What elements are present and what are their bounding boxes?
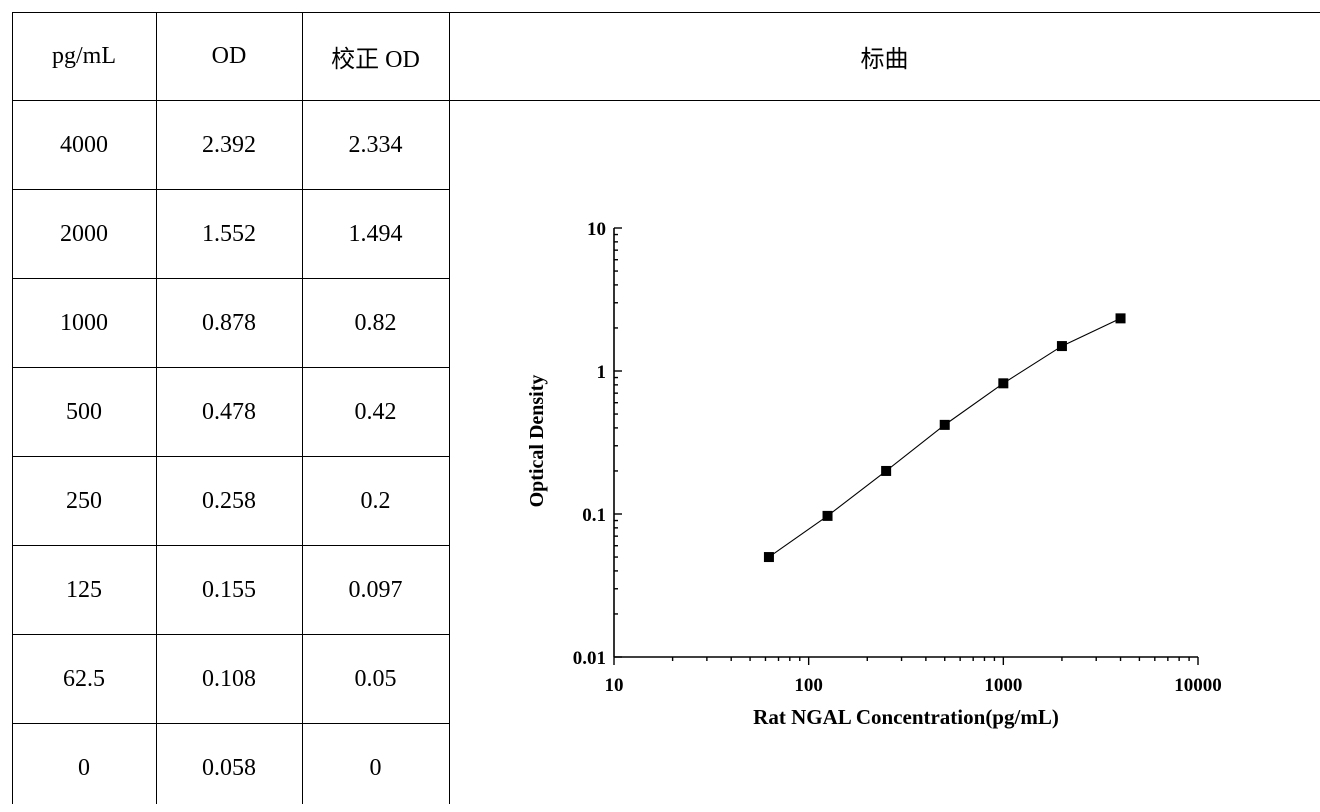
y-tick-label: 0.01 bbox=[573, 648, 606, 669]
data-point bbox=[881, 465, 892, 476]
table-left-border bbox=[12, 12, 13, 804]
data-point bbox=[822, 510, 833, 521]
od-cell: 2.392 bbox=[202, 131, 256, 158]
concentration-cell: 2000 bbox=[60, 220, 108, 247]
row-divider bbox=[12, 367, 449, 368]
column-divider bbox=[302, 12, 303, 804]
y-tick-label: 1 bbox=[597, 362, 607, 383]
data-point bbox=[1056, 341, 1067, 352]
corrected-od-cell: 0.2 bbox=[360, 487, 391, 514]
corrected-od-cell: 1.494 bbox=[348, 220, 403, 247]
row-divider bbox=[12, 723, 449, 724]
x-tick-label: 100 bbox=[794, 675, 823, 696]
table-top-border bbox=[12, 12, 1320, 13]
concentration-cell: 62.5 bbox=[63, 665, 105, 692]
x-tick-label: 10 bbox=[605, 675, 624, 696]
od-cell: 1.552 bbox=[202, 220, 256, 247]
data-point bbox=[998, 378, 1009, 389]
series-line bbox=[768, 317, 1121, 558]
header-concentration: pg/mL bbox=[52, 42, 116, 69]
od-cell: 0.155 bbox=[202, 576, 256, 603]
corrected-od-cell: 0 bbox=[369, 754, 382, 781]
header-corrected-od: 校正 OD bbox=[331, 46, 420, 73]
od-cell: 0.108 bbox=[202, 665, 256, 692]
chart-marks bbox=[763, 313, 1126, 563]
corrected-od-cell: 2.334 bbox=[348, 131, 403, 158]
concentration-cell: 1000 bbox=[60, 309, 108, 336]
header-od: OD bbox=[211, 42, 247, 69]
concentration-cell: 500 bbox=[66, 398, 102, 425]
od-cell: 0.478 bbox=[202, 398, 256, 425]
header-standard-curve: 标曲 bbox=[860, 44, 909, 73]
row-divider bbox=[12, 456, 449, 457]
data-point bbox=[939, 419, 950, 430]
corrected-od-cell: 0.42 bbox=[354, 398, 397, 425]
concentration-cell: 250 bbox=[66, 487, 102, 514]
y-tick-label: 0.1 bbox=[582, 505, 606, 526]
y-tick-label: 10 bbox=[587, 219, 606, 240]
od-cell: 0.058 bbox=[202, 754, 256, 781]
x-tick-label: 10000 bbox=[1174, 675, 1222, 696]
column-divider bbox=[156, 12, 157, 804]
row-divider bbox=[12, 278, 449, 279]
standard-curve-chart: 10 100 1000 10000 0.01 0.1 1 10 Optical Density… bbox=[526, 219, 1222, 729]
corrected-od-cell: 0.097 bbox=[348, 576, 403, 603]
od-cell: 0.258 bbox=[202, 487, 256, 514]
y-axis-label: Optical Density bbox=[526, 375, 548, 508]
data-point bbox=[1115, 313, 1126, 324]
concentration-cell: 125 bbox=[66, 576, 102, 603]
concentration-cell: 4000 bbox=[60, 131, 108, 158]
x-tick-label: 1000 bbox=[984, 675, 1022, 696]
x-axis-label: Rat NGAL Concentration(pg/mL) bbox=[753, 705, 1059, 729]
row-divider bbox=[12, 545, 449, 546]
column-divider bbox=[449, 12, 450, 804]
chart-axes: 10 100 1000 10000 0.01 0.1 1 10 bbox=[573, 219, 1222, 696]
row-divider bbox=[12, 189, 449, 190]
data-point bbox=[763, 552, 774, 563]
od-cell: 0.878 bbox=[202, 309, 256, 336]
header-bottom-border bbox=[12, 100, 1320, 101]
row-divider bbox=[12, 634, 449, 635]
concentration-cell: 0 bbox=[78, 754, 90, 781]
corrected-od-cell: 0.82 bbox=[354, 309, 397, 336]
corrected-od-cell: 0.05 bbox=[354, 665, 397, 692]
